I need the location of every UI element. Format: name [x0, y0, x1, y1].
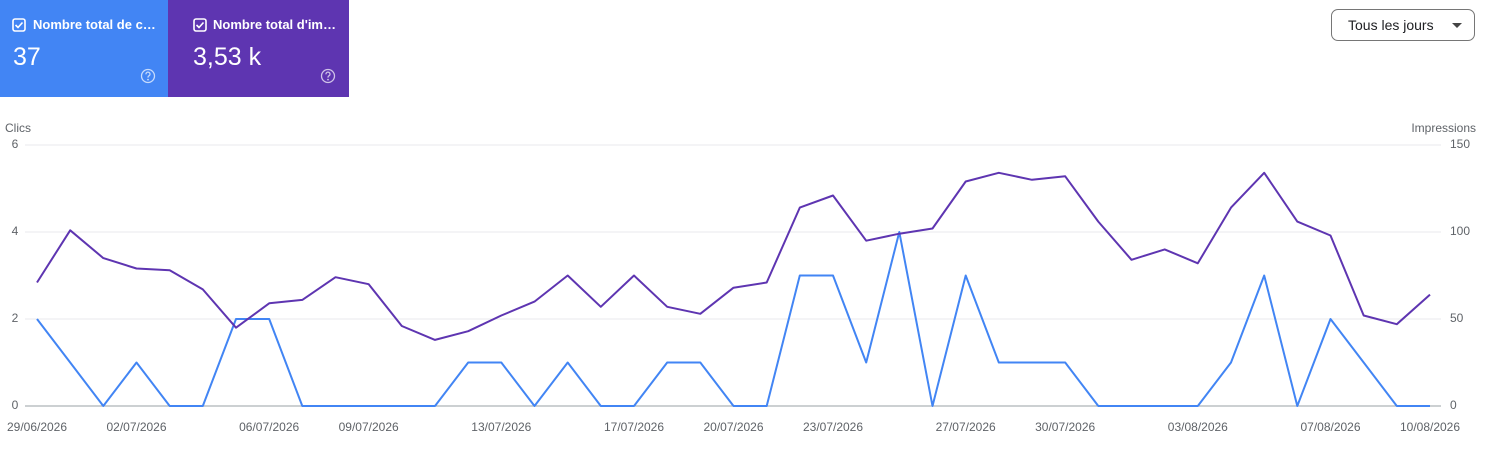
- checkbox[interactable]: [193, 18, 207, 32]
- card-label: Nombre total de c…: [33, 17, 156, 32]
- card-label: Nombre total d'im…: [213, 17, 336, 32]
- x-tick-label: 23/07/2026: [803, 420, 863, 434]
- y2-tick-label: 150: [1450, 137, 1470, 151]
- y2-tick-label: 50: [1450, 311, 1464, 325]
- x-tick-label: 09/07/2026: [339, 420, 399, 434]
- y-tick-label: 6: [12, 137, 19, 151]
- y-axis-title: Clics: [5, 121, 31, 135]
- x-tick-label: 06/07/2026: [239, 420, 299, 434]
- x-tick-label: 27/07/2026: [936, 420, 996, 434]
- help-icon[interactable]: [140, 68, 156, 84]
- x-tick-label: 13/07/2026: [471, 420, 531, 434]
- y-tick-label: 2: [12, 311, 19, 325]
- y-tick-label: 4: [12, 224, 19, 238]
- x-tick-label: 02/07/2026: [106, 420, 166, 434]
- clicks-card[interactable]: Nombre total de c… 37: [0, 0, 168, 97]
- x-tick-label: 07/08/2026: [1300, 420, 1360, 434]
- impressions-card[interactable]: Nombre total d'im… 3,53 k: [168, 0, 349, 97]
- series-line: [36, 171, 1431, 341]
- y-tick-label: 0: [12, 398, 19, 412]
- y2-tick-label: 100: [1450, 224, 1470, 238]
- x-tick-label: 29/06/2026: [7, 420, 67, 434]
- x-tick-label: 30/07/2026: [1035, 420, 1095, 434]
- y2-tick-label: 0: [1450, 398, 1457, 412]
- card-value: 37: [13, 43, 41, 71]
- x-tick-label: 10/08/2026: [1400, 420, 1460, 434]
- y2-axis-title: Impressions: [1411, 121, 1476, 135]
- checkbox[interactable]: [12, 18, 26, 32]
- card-value: 3,53 k: [193, 43, 262, 71]
- x-tick-label: 20/07/2026: [703, 420, 763, 434]
- dropdown-label: Tous les jours: [1348, 17, 1434, 33]
- period-dropdown[interactable]: Tous les jours: [1331, 9, 1475, 41]
- x-tick-label: 03/08/2026: [1168, 420, 1228, 434]
- help-icon[interactable]: [320, 68, 336, 84]
- dropdown-arrow: [1452, 23, 1462, 28]
- x-tick-label: 17/07/2026: [604, 420, 664, 434]
- series-line: [36, 231, 1430, 407]
